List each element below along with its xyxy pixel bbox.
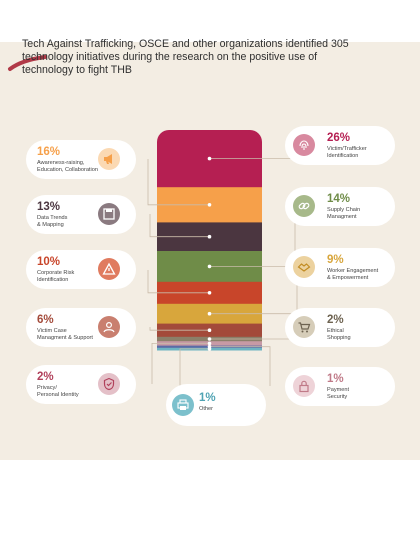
card-percent: 10% [37,256,61,268]
shield-icon [98,373,120,395]
segment-dot [207,264,212,269]
card-ethical-shopping: 2% Ethical Shopping [285,308,395,347]
card-percent: 1% [327,373,344,385]
card-percent: 6% [37,314,54,326]
chain-link-icon [293,195,315,217]
padlock-icon [293,375,315,397]
card-percent: 26% [327,132,351,144]
card-privacy: 2% Privacy/Personal Identity [26,365,136,404]
card-data-trends: 13% Data Trends & Mapping [26,195,136,234]
segment-dot [207,156,212,161]
card-label: Victim Case Managment & Support [37,328,93,341]
floppy-disk-icon [98,203,120,225]
card-percent: 1% [199,392,216,404]
card-label: Supply Chain Managment [327,207,361,220]
card-supply-chain: 14% Supply Chain Managment [285,187,395,226]
segment-dot [207,311,212,316]
printer-icon [172,394,194,416]
segment-dot [207,234,212,239]
segment-dot [207,291,212,295]
card-label: Other [199,406,213,412]
card-label: Corporate Risk Identification [37,270,75,283]
card-percent: 13% [37,201,61,213]
megaphone-icon [98,148,120,170]
card-worker-engagement: 9% Worker Engagement & Empowerment [285,248,395,287]
card-awareness: 16% Awareness-raising, Education, Collabo… [26,140,136,179]
card-victim-case: 6% Victim Case Managment & Support [26,308,136,347]
leader-line [209,346,271,386]
segment-dot [207,203,212,207]
warning-icon [98,258,120,280]
card-label: Ethical Shopping [327,328,351,341]
card-label: Worker Engagement & Empowerment [327,268,379,281]
handshake-icon [293,256,315,278]
card-percent: 16% [37,146,61,158]
card-percent: 2% [37,371,54,383]
segment-dot [207,337,212,341]
fingerprint-icon [293,134,315,156]
leader-line [147,270,210,294]
card-label: Awareness-raising, Education, Collaborati… [37,160,98,173]
card-percent: 14% [327,193,351,205]
card-label: Payment Security [327,387,350,400]
card-label: Privacy/Personal Identity [37,385,79,398]
accent-arc [8,55,47,71]
card-percent: 9% [327,254,344,266]
segment-dot [207,341,212,346]
card-payment-security: 1% Payment Security [285,367,395,406]
shopping-cart-icon [293,316,315,338]
card-other: 1% Other [166,384,266,426]
page-title: Tech Against Trafficking, OSCE and other… [22,38,349,77]
card-percent: 2% [327,314,344,326]
leader-line [151,342,210,384]
card-label: Data Trends & Mapping [37,215,68,228]
segment-dot [207,347,212,351]
support-icon [98,316,120,338]
card-label: Victim/Trafficker Identification [327,146,367,159]
segment-dot [207,328,212,333]
card-victim-identification: 26% Victim/Trafficker Identification [285,126,395,165]
card-corporate-risk: 10% Corporate Risk Identification [26,250,136,289]
leader-line [149,214,210,238]
leader-line [147,159,210,206]
leader-line [179,348,210,396]
leader-line [149,327,210,331]
